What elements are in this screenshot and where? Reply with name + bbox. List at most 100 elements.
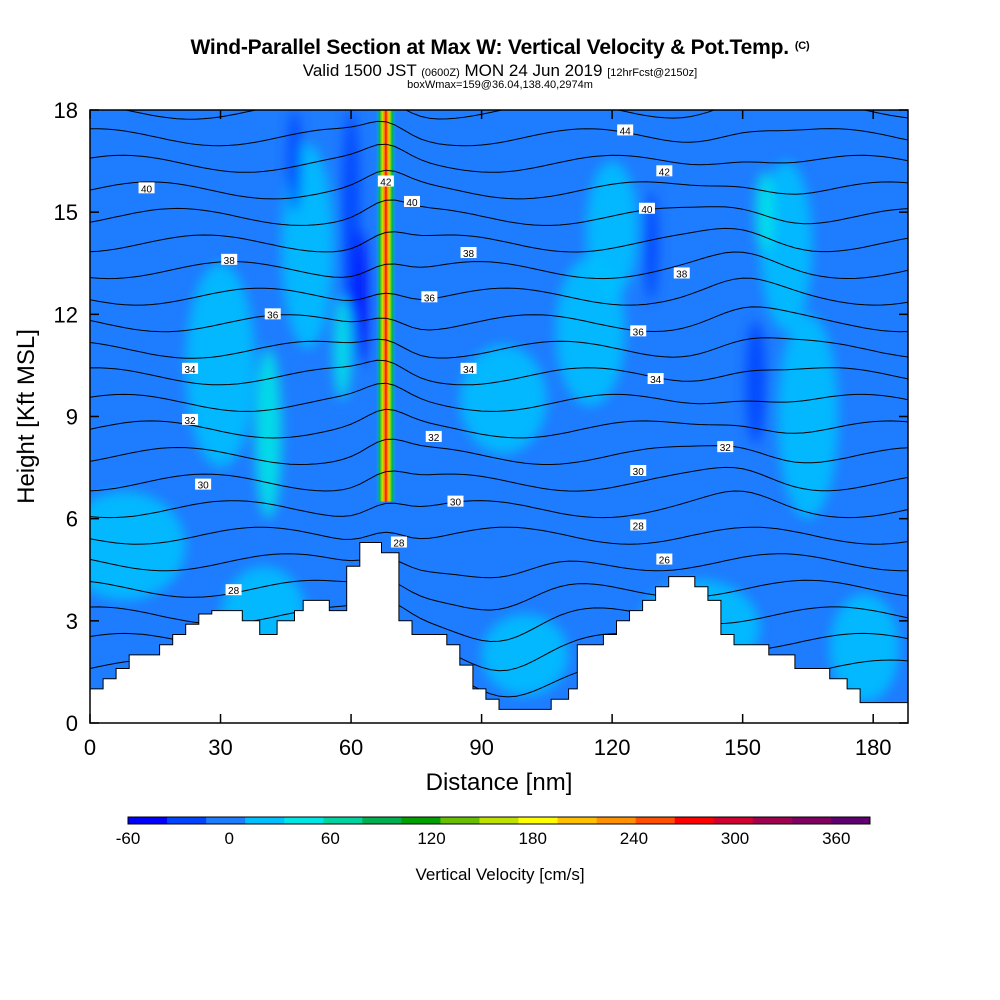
colorbar-tick-label: 240 xyxy=(620,829,648,848)
x-tick-label: 120 xyxy=(594,735,631,760)
colorbar-swatch xyxy=(401,817,441,824)
chart-title: Wind-Parallel Section at Max W: Vertical… xyxy=(190,36,810,59)
isentrope-label: 28 xyxy=(630,519,647,532)
isentrope-label: 30 xyxy=(447,495,464,509)
box-info: boxWmax=159@36.04,138.40,2974m xyxy=(407,79,593,91)
colorbar-swatch xyxy=(440,817,480,824)
isentrope-label-text: 36 xyxy=(424,293,436,304)
isentrope-line xyxy=(90,466,908,492)
colorbar-tick-label: 120 xyxy=(417,829,445,848)
isentrope-label-text: 26 xyxy=(659,556,671,567)
isentrope-line xyxy=(90,199,908,226)
isentrope-label-box xyxy=(425,430,442,442)
colorbar-tick-label: 300 xyxy=(721,829,749,848)
isentrope-label: 28 xyxy=(225,584,242,597)
isentrope-label: 36 xyxy=(264,308,281,321)
colorbar-swatch xyxy=(752,817,793,824)
chart-subtitle: Valid 1500 JST (0600Z) MON 24 Jun 2019 [… xyxy=(302,61,698,80)
colorbar-swatch xyxy=(362,817,402,824)
isentrope-label-box xyxy=(403,195,420,207)
isentrope-label: 38 xyxy=(460,247,477,260)
isentrope-label: 38 xyxy=(221,253,238,267)
isentrope-label-text: 28 xyxy=(393,539,405,550)
velocity-cell xyxy=(777,314,839,519)
isentrope-label: 40 xyxy=(403,195,420,209)
isentrope-label: 42 xyxy=(656,165,673,178)
colorbar-swatch xyxy=(167,817,207,824)
isentrope-line xyxy=(90,227,908,253)
isentrope-label: 30 xyxy=(195,478,212,492)
colorbar-tick-label: 360 xyxy=(822,829,850,848)
isentrope-label: 34 xyxy=(460,362,477,376)
x-tick-label: 60 xyxy=(339,735,363,760)
isentrope-line xyxy=(90,337,908,359)
isentrope-label-text: 34 xyxy=(185,365,197,376)
y-tick-label: 3 xyxy=(66,609,78,634)
isentrope-label-text: 38 xyxy=(224,256,236,267)
x-tick-label: 0 xyxy=(84,735,96,760)
isentrope-label-box xyxy=(630,519,647,531)
colorbar-tick-label: 180 xyxy=(519,829,547,848)
velocity-cell xyxy=(481,614,569,696)
isentrope-label-box xyxy=(421,291,438,303)
velocity-cell xyxy=(586,161,639,298)
velocity-cell xyxy=(459,344,547,454)
isentrope-label-text: 40 xyxy=(406,198,418,209)
isentrope-label-text: 30 xyxy=(633,467,645,478)
isentrope-label: 44 xyxy=(617,124,634,137)
colorbar-swatch xyxy=(323,817,363,824)
isentrope-label: 32 xyxy=(182,413,199,427)
isentrope-label-box xyxy=(460,362,477,374)
colorbar-frame xyxy=(127,816,871,825)
colorbar-tick-label: -60 xyxy=(116,829,141,848)
y-tick-label: 12 xyxy=(54,302,78,327)
isentrope-label-text: 28 xyxy=(228,586,240,597)
x-tick-label: 180 xyxy=(855,735,892,760)
isentrope-line xyxy=(90,120,908,147)
isentrope-label: 40 xyxy=(138,182,155,195)
isentrope-label-box xyxy=(656,553,673,565)
velocity-cell xyxy=(255,348,282,519)
isentrope-label-box xyxy=(195,478,212,490)
isentrope-label-box xyxy=(182,362,199,374)
velocity-cell xyxy=(90,491,186,601)
colorbar-swatch xyxy=(284,817,324,824)
velocity-cell xyxy=(352,229,367,366)
isentrope-line xyxy=(90,169,908,200)
isentrope-label-box xyxy=(225,584,242,596)
isentrope-label-text: 32 xyxy=(185,416,197,427)
isentrope-label-box xyxy=(390,536,407,548)
isentrope-label-text: 40 xyxy=(141,184,153,195)
colorbar-swatch xyxy=(128,817,168,824)
colorbar-swatch xyxy=(830,817,871,824)
x-tick-label: 90 xyxy=(469,735,493,760)
terrain-profile xyxy=(90,542,908,723)
isentrope-label-box xyxy=(630,325,647,337)
isentrope-line xyxy=(90,490,908,519)
colorbar-swatch xyxy=(713,817,754,824)
isentrope-label-box xyxy=(264,308,281,320)
isentrope-contours xyxy=(90,110,908,698)
y-axis-label: Height [Kft MSL] xyxy=(13,329,40,504)
isentrope-label-box xyxy=(138,182,155,194)
velocity-cell xyxy=(333,297,352,400)
isentrope-label: 28 xyxy=(390,536,407,550)
isentrope-label-box xyxy=(617,124,634,136)
isentrope-label-text: 30 xyxy=(450,498,462,509)
isentrope-line xyxy=(90,277,908,306)
max-updraft-column xyxy=(375,110,396,502)
colorbar-swatch xyxy=(596,817,637,824)
colorbar-swatch xyxy=(479,817,520,824)
y-tick-label: 9 xyxy=(66,405,78,430)
y-tick-label: 15 xyxy=(54,200,78,225)
isentrope-label-box xyxy=(673,267,690,279)
x-tick-label: 150 xyxy=(724,735,761,760)
isentrope-label: 36 xyxy=(630,325,647,338)
isentrope-label: 26 xyxy=(656,553,673,567)
isentrope-label-box xyxy=(460,247,477,259)
isentrope-label-box xyxy=(656,165,673,177)
title-tag: (C) xyxy=(794,40,810,52)
colorbar-swatch xyxy=(791,817,832,824)
isentrope-label: 32 xyxy=(425,430,442,444)
